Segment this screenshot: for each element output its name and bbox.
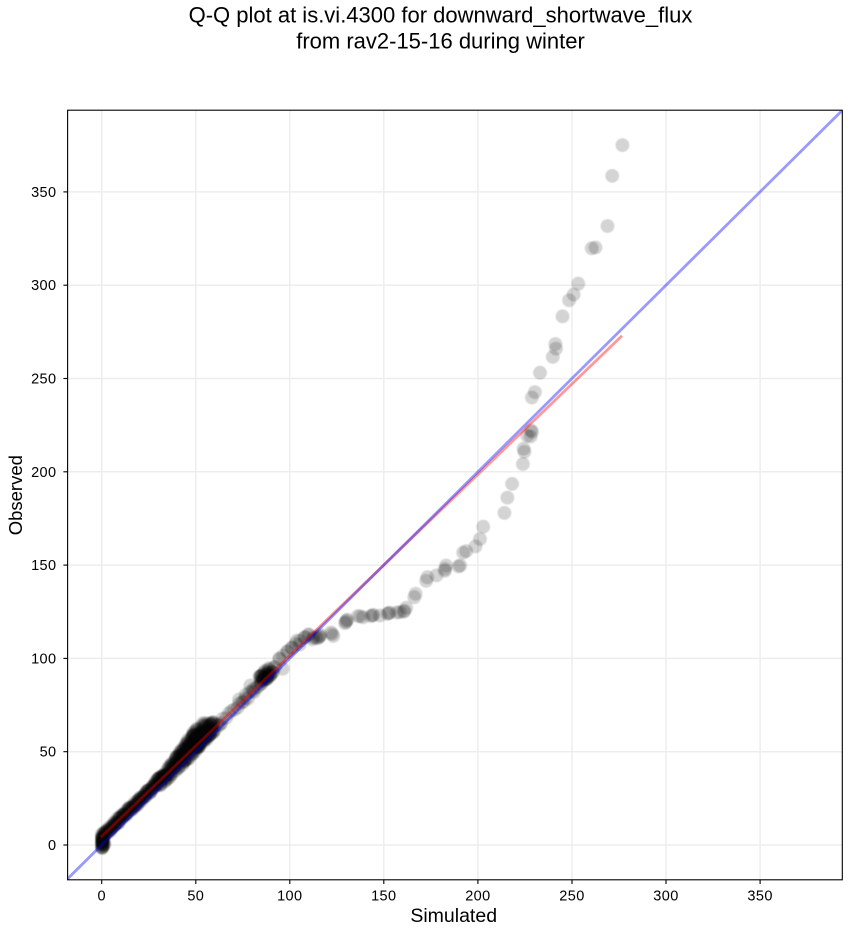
svg-text:0: 0: [97, 889, 105, 905]
svg-text:250: 250: [559, 889, 584, 905]
svg-text:from rav2-15-16 during winter: from rav2-15-16 during winter: [296, 29, 585, 54]
svg-text:Observed: Observed: [5, 455, 26, 535]
svg-text:50: 50: [187, 889, 204, 905]
svg-text:350: 350: [747, 889, 772, 905]
svg-text:250: 250: [31, 372, 56, 388]
svg-text:Q-Q plot at is.vi.4300 for dow: Q-Q plot at is.vi.4300 for downward_shor…: [189, 3, 693, 28]
svg-text:100: 100: [31, 651, 56, 667]
svg-text:50: 50: [40, 745, 57, 761]
svg-text:150: 150: [371, 889, 396, 905]
svg-text:300: 300: [31, 278, 56, 294]
svg-text:0: 0: [48, 838, 56, 854]
svg-text:350: 350: [31, 185, 56, 201]
svg-text:200: 200: [31, 465, 56, 481]
svg-text:200: 200: [465, 889, 490, 905]
svg-text:300: 300: [653, 889, 678, 905]
svg-text:100: 100: [277, 889, 302, 905]
svg-text:Simulated: Simulated: [410, 905, 497, 927]
svg-text:150: 150: [31, 558, 56, 574]
